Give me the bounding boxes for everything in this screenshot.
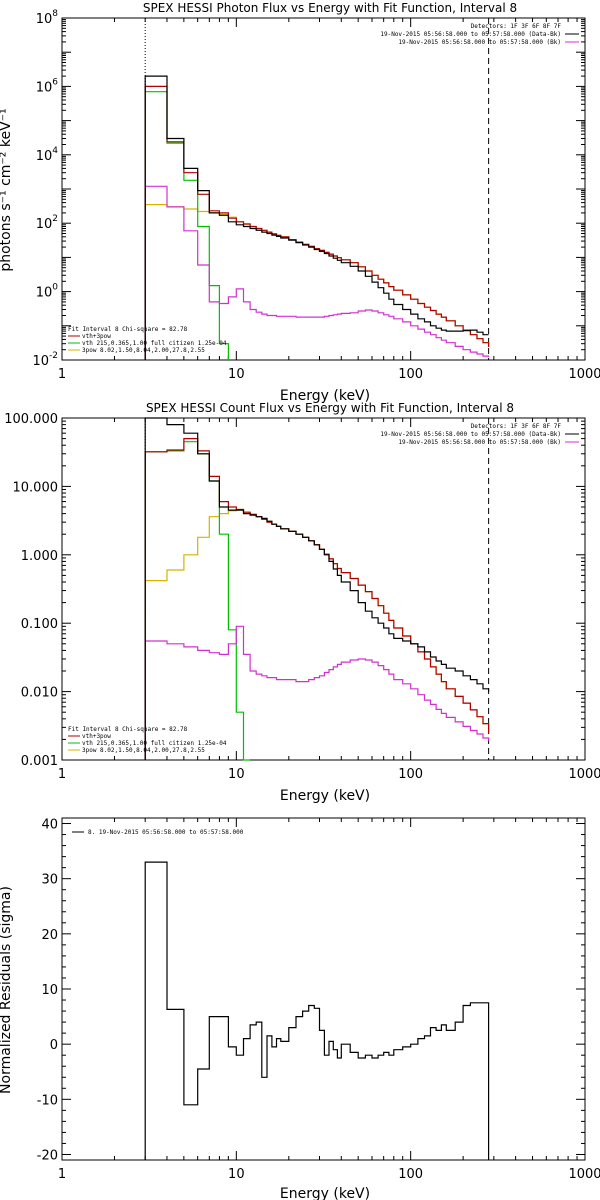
legend-entry: vth+3pow (82, 333, 111, 340)
series-line-bk (144, 625, 490, 760)
legend-entry: Fit Interval 8 Chi-square = 82.78 (68, 726, 188, 733)
x-tick-label: 100 (398, 367, 423, 382)
x-tick-label: 10 (228, 367, 245, 382)
plot-frame (61, 417, 586, 761)
x-tick-label: 100 (398, 1167, 423, 1182)
y-tick-label: 10-2 (32, 351, 58, 369)
y-tick-label: 0 (50, 1038, 58, 1053)
count-flux-panel: SPEX HESSI Count Flux vs Energy with Fit… (4, 401, 600, 804)
x-tick-label: 1000 (568, 367, 600, 382)
photon-flux-panel: SPEX HESSI Photon Flux vs Energy with Fi… (0, 1, 600, 404)
y-tick-label: 100.000 (4, 412, 58, 427)
y-tick-label: 30 (41, 873, 58, 888)
y-tick-label: 104 (36, 146, 59, 164)
y-tick-label: 102 (36, 214, 58, 232)
y-tick-label: 1.000 (21, 549, 58, 564)
series-line-vth (144, 91, 229, 360)
y-tick-label: 20 (41, 928, 58, 943)
y-tick-label: 0.001 (21, 754, 58, 769)
x-tick-label: 100 (398, 767, 423, 782)
plot-area: 1 10 100 1000 -20 -10 0 10 20 30 40 8. 19-Nov-2015 … (37, 817, 600, 1182)
legend-entry: vth 215,0.365,1.00 full citizen 1.25e-04 (82, 340, 227, 347)
legend-entry: 19-Nov-2015 05:56:58.000 to 05:57:58.000… (398, 439, 561, 446)
series-line-3pow (144, 508, 490, 760)
y-tick-label: -20 (37, 1148, 58, 1163)
chart-title: SPEX HESSI Photon Flux vs Energy with Fi… (143, 1, 517, 15)
x-axis-label: Energy (keV) (280, 788, 370, 804)
y-tick-label: 10 (41, 983, 58, 998)
series-line-3pow (144, 204, 490, 360)
y-tick-label: -10 (37, 1093, 58, 1108)
legend-entry: vth 215,0.365,1.00 full citizen 1.25e-04 (82, 740, 227, 747)
y-tick-label: 40 (41, 818, 58, 833)
x-axis-label: Energy (keV) (280, 388, 370, 404)
legend-entry: 3pow 8.02,1.50,8.04,2.00,27.8,2.55 (82, 747, 205, 754)
plot-frame (61, 17, 586, 361)
legend-entry: 19-Nov-2015 05:56:58.000 to 05:57:58.000… (380, 431, 561, 438)
legend-entry: vth+3pow (82, 733, 111, 740)
chart-title: SPEX HESSI Count Flux vs Energy with Fit… (146, 401, 514, 415)
x-axis-label: Energy (keV) (280, 1186, 370, 1200)
y-tick-label: 10.000 (13, 480, 59, 495)
x-tick-label: 1000 (568, 767, 600, 782)
legend-entry: Fit Interval 8 Chi-square = 82.78 (68, 326, 188, 333)
series-line-vth-3pow (144, 438, 490, 760)
y-tick-label: 0.010 (21, 686, 58, 701)
plot-area: 1 10 100 1000 10-2 100 102 104 106 108 Detectors: … (32, 9, 600, 382)
legend-entry: 19-Nov-2015 05:56:58.000 to 05:57:58.000… (380, 31, 561, 38)
y-axis-label: photons s⁻¹ cm⁻² keV⁻¹ (0, 108, 14, 271)
legend-entry: 3pow 8.02,1.50,8.04,2.00,27.8,2.55 (82, 347, 205, 354)
series-line-vth-3pow (144, 85, 490, 360)
residuals-panel: Energy (keV) Normalized Residuals (sigma… (0, 817, 600, 1200)
legend-entry: 19-Nov-2015 05:56:58.000 to 05:57:58.000… (398, 39, 561, 46)
y-tick-label: 106 (36, 77, 59, 95)
y-tick-label: 0.100 (21, 617, 58, 632)
x-tick-label: 1 (58, 1167, 66, 1182)
x-tick-label: 10 (228, 1167, 245, 1182)
plot-frame (61, 817, 586, 1161)
series-line-data-bk (144, 417, 490, 760)
plot-area: 1 10 100 1000 0.001 0.010 0.100 1.000 10.000 100.… (4, 412, 600, 782)
y-tick-label: 108 (36, 9, 59, 27)
y-axis-label: Normalized Residuals (sigma) (0, 886, 14, 1094)
x-tick-label: 1000 (568, 1167, 600, 1182)
legend-entry: 8. 19-Nov-2015 05:56:58.000 to 05:57:58.… (88, 829, 244, 836)
series-line-8-19-nov-2015-05-56-58-000-to-05-57-58-000 (144, 861, 490, 1160)
series-line-bk (144, 185, 490, 360)
x-tick-label: 1 (58, 767, 66, 782)
y-tick-label: 100 (36, 283, 59, 301)
legend-entry: Detectors: 1F 3F 6F 8F 7F (471, 23, 562, 30)
x-tick-label: 10 (228, 767, 245, 782)
series-line-data-bk (144, 75, 489, 360)
legend-entry: Detectors: 1F 3F 6F 8F 7F (471, 423, 562, 430)
x-tick-label: 1 (58, 367, 66, 382)
series-line-vth (144, 441, 251, 761)
